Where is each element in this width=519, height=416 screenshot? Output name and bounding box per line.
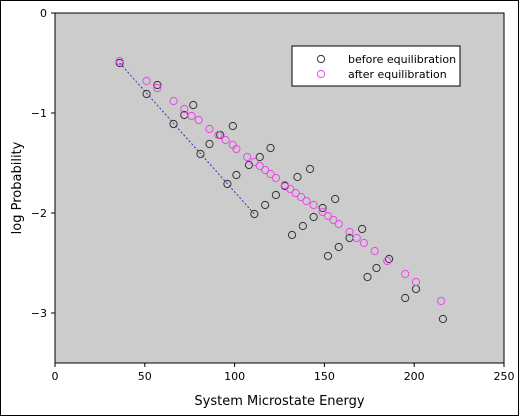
point-after-equilibration	[329, 215, 338, 225]
legend-marker-after-equilibration	[316, 69, 326, 79]
point-before-equilibration	[318, 203, 327, 213]
point-after-equilibration	[142, 76, 151, 86]
point-after-equilibration	[383, 256, 392, 266]
point-before-equilibration	[205, 139, 214, 149]
point-before-equilibration	[232, 170, 241, 180]
point-before-equilibration	[189, 100, 198, 110]
point-after-equilibration	[115, 56, 124, 66]
point-before-equilibration	[372, 263, 381, 273]
legend-label-before-equilibration: before equilibration	[348, 53, 456, 66]
point-before-equilibration	[358, 224, 367, 234]
point-after-equilibration	[214, 130, 223, 140]
point-before-equilibration	[309, 212, 318, 222]
legend-label-after-equilibration: after equilibration	[348, 68, 447, 81]
x-tick-label: 150	[314, 370, 335, 383]
point-after-equilibration	[291, 188, 300, 198]
point-before-equilibration	[271, 190, 281, 200]
point-after-equilibration	[437, 296, 446, 306]
point-after-equilibration	[296, 192, 306, 202]
point-after-equilibration	[271, 173, 281, 183]
point-before-equilibration	[298, 221, 307, 231]
point-after-equilibration	[359, 238, 369, 248]
point-before-equilibration	[228, 121, 237, 131]
y-tick-label: 0	[40, 7, 47, 20]
point-before-equilibration	[401, 293, 410, 303]
fit-line	[119, 62, 255, 215]
point-after-equilibration	[411, 277, 421, 287]
point-after-equilibration	[250, 157, 259, 167]
point-before-equilibration	[255, 152, 264, 162]
point-after-equilibration	[352, 233, 361, 243]
x-tick-label: 200	[404, 370, 425, 383]
y-tick-label: −1	[31, 107, 47, 120]
point-after-equilibration	[309, 200, 318, 210]
y-tick-label: −2	[31, 207, 47, 220]
point-before-equilibration	[196, 149, 205, 159]
x-tick-label: 50	[138, 370, 152, 383]
point-after-equilibration	[370, 246, 379, 256]
point-before-equilibration	[323, 251, 333, 261]
point-after-equilibration	[243, 152, 252, 162]
point-before-equilibration	[250, 209, 259, 219]
point-after-equilibration	[318, 207, 327, 217]
point-after-equilibration	[153, 83, 162, 93]
y-axis-label: log Probability	[10, 141, 25, 234]
point-before-equilibration	[438, 314, 448, 324]
point-before-equilibration	[331, 194, 340, 204]
point-after-equilibration	[302, 196, 311, 206]
point-after-equilibration	[169, 96, 178, 106]
point-after-equilibration	[345, 227, 354, 237]
point-after-equilibration	[334, 219, 343, 229]
point-before-equilibration	[142, 89, 151, 99]
point-after-equilibration	[261, 165, 270, 175]
point-after-equilibration	[323, 211, 333, 221]
point-before-equilibration	[384, 254, 394, 264]
point-before-equilibration	[266, 143, 275, 153]
point-after-equilibration	[194, 115, 203, 125]
point-before-equilibration	[223, 179, 232, 189]
point-before-equilibration	[115, 58, 124, 68]
point-after-equilibration	[180, 104, 189, 114]
point-after-equilibration	[401, 269, 410, 279]
point-after-equilibration	[205, 124, 214, 134]
point-before-equilibration	[363, 272, 372, 282]
x-tick-label: 100	[224, 370, 245, 383]
y-tick-label: −3	[31, 307, 47, 320]
point-after-equilibration	[221, 135, 230, 145]
point-after-equilibration	[286, 184, 295, 194]
point-before-equilibration	[305, 164, 315, 174]
point-after-equilibration	[255, 161, 264, 171]
legend-box	[291, 45, 461, 87]
legend-marker-before-equilibration	[316, 54, 326, 64]
point-before-equilibration	[169, 119, 178, 129]
point-before-equilibration	[153, 80, 162, 90]
point-before-equilibration	[293, 172, 302, 182]
point-after-equilibration	[280, 180, 289, 190]
point-after-equilibration	[266, 169, 275, 179]
point-after-equilibration	[187, 111, 196, 121]
x-axis-label: System Microstate Energy	[194, 394, 364, 409]
point-after-equilibration	[232, 144, 241, 154]
x-tick-label: 0	[52, 370, 59, 383]
point-before-equilibration	[261, 200, 270, 210]
point-before-equilibration	[287, 230, 297, 240]
point-before-equilibration	[334, 242, 343, 252]
x-tick-label: 250	[494, 370, 515, 383]
